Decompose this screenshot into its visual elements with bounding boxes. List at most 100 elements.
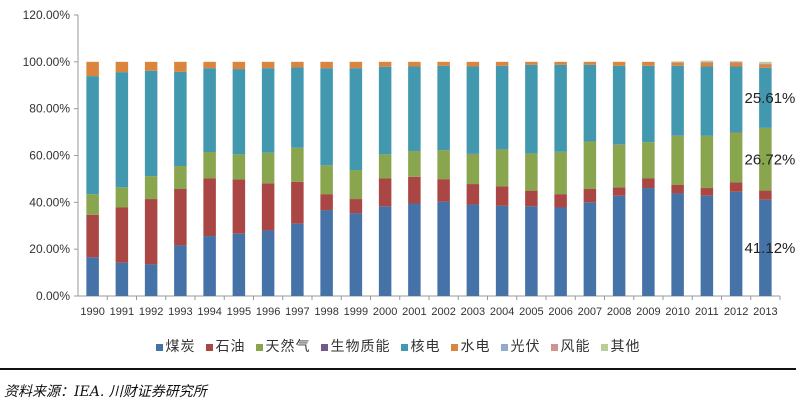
bar-segment — [495, 149, 509, 187]
legend-item: 风能 — [550, 336, 591, 356]
x-tick-label: 2008 — [607, 306, 631, 318]
bar-segment — [525, 153, 538, 191]
legend-item: 核电 — [400, 336, 441, 356]
bar-segment — [700, 195, 714, 296]
bar-segment — [320, 165, 333, 195]
bar-segment — [729, 61, 743, 62]
x-tick-label: 2010 — [665, 306, 689, 318]
x-tick-label: 2006 — [548, 306, 572, 318]
bar-segment — [759, 61, 772, 64]
bar-segment — [349, 61, 363, 69]
bar-segment — [320, 61, 333, 69]
data-label: 25.61% — [745, 90, 796, 107]
bar-segment — [583, 188, 597, 203]
x-tick-label: 1995 — [227, 306, 251, 318]
bar-segment — [671, 62, 684, 66]
bar-segment — [320, 194, 333, 211]
bar-segment — [495, 61, 509, 66]
x-tick-label: 1992 — [139, 306, 163, 318]
bar-segment — [671, 185, 684, 194]
legend-swatch — [205, 343, 213, 351]
y-tick-label: 60.00% — [29, 149, 70, 163]
legend-label: 风能 — [560, 339, 591, 355]
legend-swatch — [320, 343, 328, 351]
bar-segment — [759, 128, 772, 191]
bar-segment — [378, 206, 392, 296]
y-tick-label: 100.00% — [23, 55, 71, 69]
bar-segment — [671, 61, 684, 63]
x-tick-label: 2003 — [461, 306, 485, 318]
legend-label: 煤炭 — [165, 339, 196, 355]
x-tick-label: 2005 — [519, 306, 543, 318]
bar-segment — [700, 60, 714, 62]
bar-segment — [408, 203, 421, 296]
bar-segment — [525, 190, 538, 207]
legend-item: 天然气 — [255, 336, 311, 356]
bar-segment — [86, 214, 99, 258]
data-label: 41.12% — [745, 240, 796, 257]
bar-segment — [583, 141, 597, 189]
bar-segment — [583, 64, 597, 142]
bar-segment — [203, 151, 216, 179]
bar-segment — [174, 61, 187, 72]
bar-segment — [759, 199, 772, 296]
bar-segment — [232, 233, 246, 296]
bar-segment — [378, 154, 392, 179]
bar-segment — [144, 61, 158, 71]
x-tick-label: 2000 — [373, 306, 397, 318]
bar-segment — [466, 184, 480, 205]
bar-segment — [261, 183, 275, 231]
bar-segment — [320, 68, 333, 166]
legend-label: 光伏 — [510, 339, 541, 355]
bar-segment — [525, 206, 538, 296]
bar-segment — [437, 150, 450, 180]
y-tick-label: 80.00% — [29, 102, 70, 116]
bar-segment — [291, 147, 304, 182]
bar-segment — [174, 188, 187, 246]
legend-swatch — [500, 343, 508, 351]
bar-segment — [261, 68, 275, 153]
legend-item: 生物质能 — [320, 336, 391, 356]
bar-segment — [144, 199, 158, 265]
bar-segment — [408, 61, 421, 67]
bar-segment — [700, 188, 714, 196]
legend-item: 水电 — [450, 336, 491, 356]
source-note: 资料来源：IEA. 川财证券研究所 — [4, 384, 207, 400]
bar-segment — [86, 257, 99, 296]
bar-segment — [115, 61, 129, 73]
stacked-bar-chart: 0.00% 20.00% 40.00% 60.00% 80.00% 100.00% 120.… — [23, 8, 796, 318]
bar-segment — [320, 210, 333, 296]
bar-segment — [642, 188, 655, 296]
bar-segment — [437, 61, 450, 66]
legend-label: 水电 — [460, 339, 491, 355]
bar-segment — [349, 199, 363, 214]
bar-segment — [349, 213, 363, 296]
legend-label: 核电 — [410, 339, 441, 355]
bar-segment — [554, 61, 567, 65]
bar-segment — [232, 69, 246, 155]
bar-segment — [759, 64, 772, 68]
bar-segment — [612, 61, 626, 66]
x-tick-label: 1990 — [80, 306, 104, 318]
x-tick-label: 2013 — [753, 306, 777, 318]
bar-segment — [378, 66, 392, 155]
bar-segment — [642, 61, 655, 66]
y-tick-label: 20.00% — [29, 242, 70, 256]
bar-segment — [115, 207, 129, 263]
x-tick-label: 2004 — [490, 306, 514, 318]
bar-segment — [144, 176, 158, 200]
bar-segment — [642, 178, 655, 189]
legend-swatch — [155, 343, 163, 351]
y-tick-label: 0.00% — [36, 289, 70, 303]
divider-line — [0, 368, 796, 370]
bar-segment — [349, 68, 363, 171]
bar-segment — [700, 135, 714, 189]
bar-segment — [261, 61, 275, 69]
bar-segment — [525, 64, 538, 154]
bar-segment — [437, 201, 450, 296]
bar-segment — [671, 135, 684, 186]
bar-segment — [759, 63, 772, 65]
bar-segment — [349, 170, 363, 200]
bar-segment — [612, 195, 626, 296]
x-tick-label: 1996 — [256, 306, 280, 318]
